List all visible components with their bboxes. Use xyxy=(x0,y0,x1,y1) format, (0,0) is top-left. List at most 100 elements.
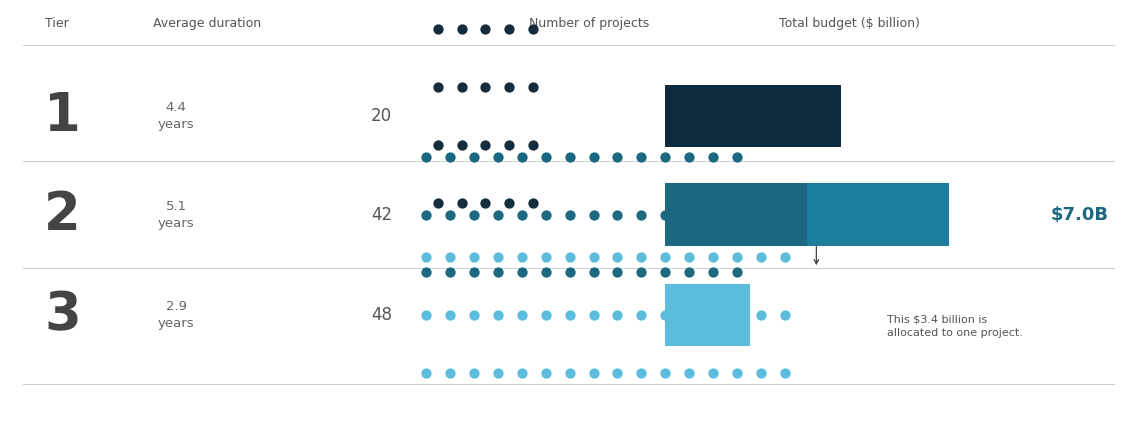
Point xyxy=(680,312,698,319)
Point xyxy=(441,153,459,160)
Point xyxy=(513,269,531,276)
Point xyxy=(429,199,447,206)
Text: 2: 2 xyxy=(44,188,81,241)
Point xyxy=(608,269,626,276)
Point xyxy=(465,312,483,319)
Point xyxy=(513,211,531,218)
Point xyxy=(775,312,794,319)
Point xyxy=(537,211,555,218)
Point xyxy=(680,370,698,377)
Point xyxy=(561,269,579,276)
Point xyxy=(728,254,746,261)
Text: This $3.4 billion is
allocated to one project.: This $3.4 billion is allocated to one pr… xyxy=(887,314,1023,338)
Point xyxy=(561,370,579,377)
Text: 42: 42 xyxy=(371,205,392,224)
Point xyxy=(441,211,459,218)
Point xyxy=(584,153,603,160)
Point xyxy=(524,199,542,206)
Point xyxy=(476,199,495,206)
Point xyxy=(489,269,507,276)
Point xyxy=(704,269,722,276)
Text: $7.0B: $7.0B xyxy=(1051,205,1109,224)
Point xyxy=(608,370,626,377)
Text: 1: 1 xyxy=(44,90,81,142)
Point xyxy=(429,26,447,33)
Point xyxy=(752,312,770,319)
Point xyxy=(752,370,770,377)
Point xyxy=(608,312,626,319)
Point xyxy=(453,26,471,33)
Point xyxy=(680,254,698,261)
Point xyxy=(728,370,746,377)
Point xyxy=(608,211,626,218)
Point xyxy=(728,269,746,276)
Point xyxy=(584,269,603,276)
Point xyxy=(417,254,435,261)
Point xyxy=(417,153,435,160)
Point xyxy=(728,153,746,160)
Point xyxy=(680,153,698,160)
Point xyxy=(704,254,722,261)
Point xyxy=(524,83,542,91)
Point xyxy=(584,211,603,218)
Point xyxy=(656,211,674,218)
Point xyxy=(632,153,650,160)
Point xyxy=(489,312,507,319)
Point xyxy=(704,370,722,377)
Point xyxy=(441,254,459,261)
Text: $3.4B: $3.4B xyxy=(852,205,905,224)
Point xyxy=(453,199,471,206)
Point xyxy=(632,211,650,218)
Bar xyxy=(665,184,807,245)
Point xyxy=(584,254,603,261)
Point xyxy=(465,370,483,377)
Point xyxy=(680,269,698,276)
Point xyxy=(417,269,435,276)
Point xyxy=(513,312,531,319)
Text: Total budget ($ billion): Total budget ($ billion) xyxy=(779,17,920,30)
Point xyxy=(656,370,674,377)
Point xyxy=(513,153,531,160)
Text: Tier: Tier xyxy=(45,17,69,30)
Point xyxy=(500,83,518,91)
Point xyxy=(632,312,650,319)
Point xyxy=(429,83,447,91)
Text: 5.1
years: 5.1 years xyxy=(158,199,194,230)
Point xyxy=(584,312,603,319)
Text: $3.7B: $3.7B xyxy=(709,205,763,224)
Point xyxy=(465,211,483,218)
Point xyxy=(513,254,531,261)
Point xyxy=(537,370,555,377)
Text: 2.9
years: 2.9 years xyxy=(158,300,194,330)
Point xyxy=(537,254,555,261)
Point xyxy=(608,153,626,160)
Point xyxy=(561,312,579,319)
Point xyxy=(489,211,507,218)
Point xyxy=(476,83,495,91)
Point xyxy=(429,142,447,148)
Text: Average duration: Average duration xyxy=(153,17,262,30)
Point xyxy=(500,26,518,33)
Point xyxy=(417,370,435,377)
Point xyxy=(584,370,603,377)
Point xyxy=(680,211,698,218)
Point xyxy=(489,153,507,160)
Text: 20: 20 xyxy=(371,107,392,125)
Point xyxy=(500,142,518,148)
Text: Number of projects: Number of projects xyxy=(529,17,649,30)
Point xyxy=(752,254,770,261)
Point xyxy=(728,312,746,319)
Bar xyxy=(665,85,841,147)
Text: 48: 48 xyxy=(372,306,392,324)
Point xyxy=(453,83,471,91)
Point xyxy=(500,199,518,206)
Point xyxy=(656,153,674,160)
Point xyxy=(465,153,483,160)
Point xyxy=(632,254,650,261)
Bar xyxy=(665,284,750,347)
Text: 4.4
years: 4.4 years xyxy=(158,101,194,131)
Point xyxy=(489,370,507,377)
Point xyxy=(775,254,794,261)
Point xyxy=(441,269,459,276)
Point xyxy=(656,269,674,276)
